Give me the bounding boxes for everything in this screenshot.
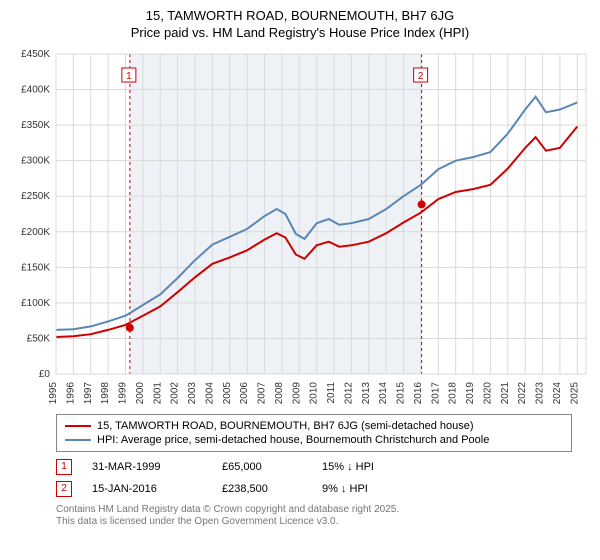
svg-text:1995: 1995 — [48, 381, 59, 404]
svg-text:2002: 2002 — [170, 381, 181, 404]
sale-date: 15-JAN-2016 — [92, 483, 202, 495]
sale-marker: 2 — [56, 481, 72, 497]
svg-text:2024: 2024 — [552, 381, 563, 404]
license-line: This data is licensed under the Open Gov… — [56, 516, 572, 529]
sale-row: 2 15-JAN-2016 £238,500 9% ↓ HPI — [56, 478, 572, 500]
sales-list: 1 31-MAR-1999 £65,000 15% ↓ HPI 2 15-JAN-2016… — [56, 456, 572, 500]
svg-text:2003: 2003 — [187, 381, 198, 404]
sale-price: £65,000 — [222, 461, 302, 473]
sale-row: 1 31-MAR-1999 £65,000 15% ↓ HPI — [56, 456, 572, 478]
svg-text:2005: 2005 — [222, 381, 233, 404]
svg-text:£450K: £450K — [21, 49, 50, 60]
svg-text:2001: 2001 — [152, 381, 163, 404]
svg-text:1997: 1997 — [83, 381, 94, 404]
sale-diff: 15% ↓ HPI — [322, 461, 412, 473]
svg-text:2016: 2016 — [413, 381, 424, 404]
svg-text:£50K: £50K — [27, 333, 51, 344]
chart-svg: £0 £50K £100K £150K £200K £250K £300K £350K £400… — [0, 48, 600, 408]
legend-label: 15, TAMWORTH ROAD, BOURNEMOUTH, BH7 6JG … — [97, 420, 474, 432]
svg-text:£100K: £100K — [21, 298, 50, 309]
svg-text:1999: 1999 — [118, 381, 129, 404]
svg-text:2007: 2007 — [257, 381, 268, 404]
svg-text:£300K: £300K — [21, 155, 50, 166]
legend-swatch — [65, 425, 91, 427]
svg-text:2020: 2020 — [482, 381, 493, 404]
svg-text:1: 1 — [126, 71, 132, 82]
svg-text:£350K: £350K — [21, 120, 50, 131]
license-text: Contains HM Land Registry data © Crown c… — [56, 504, 572, 529]
svg-text:2012: 2012 — [343, 381, 354, 404]
legend-item: HPI: Average price, semi-detached house,… — [65, 433, 563, 447]
svg-text:1998: 1998 — [100, 381, 111, 404]
svg-text:2010: 2010 — [309, 381, 320, 404]
svg-text:2018: 2018 — [448, 381, 459, 404]
title-sub: Price paid vs. HM Land Registry's House … — [0, 25, 600, 42]
legend: 15, TAMWORTH ROAD, BOURNEMOUTH, BH7 6JG … — [56, 414, 572, 452]
svg-text:£250K: £250K — [21, 191, 50, 202]
svg-text:£200K: £200K — [21, 227, 50, 238]
svg-text:2009: 2009 — [291, 381, 302, 404]
sale-date: 31-MAR-1999 — [92, 461, 202, 473]
svg-text:2011: 2011 — [326, 381, 337, 403]
legend-item: 15, TAMWORTH ROAD, BOURNEMOUTH, BH7 6JG … — [65, 419, 563, 433]
svg-text:2015: 2015 — [396, 381, 407, 404]
license-line: Contains HM Land Registry data © Crown c… — [56, 504, 572, 517]
svg-text:2008: 2008 — [274, 381, 285, 404]
svg-text:2025: 2025 — [569, 381, 580, 404]
sale-marker: 1 — [56, 459, 72, 475]
svg-text:£0: £0 — [39, 369, 51, 380]
svg-text:1996: 1996 — [65, 381, 76, 404]
svg-text:2013: 2013 — [361, 381, 372, 404]
svg-text:2004: 2004 — [204, 381, 215, 404]
svg-text:2014: 2014 — [378, 381, 389, 404]
title-address: 15, TAMWORTH ROAD, BOURNEMOUTH, BH7 6JG — [0, 8, 600, 25]
sale-price: £238,500 — [222, 483, 302, 495]
svg-text:£400K: £400K — [21, 84, 50, 95]
chart-title: 15, TAMWORTH ROAD, BOURNEMOUTH, BH7 6JG … — [0, 0, 600, 42]
svg-text:2017: 2017 — [430, 381, 441, 404]
legend-label: HPI: Average price, semi-detached house,… — [97, 434, 489, 446]
svg-text:2022: 2022 — [517, 381, 528, 404]
svg-text:2023: 2023 — [535, 381, 546, 404]
svg-text:£150K: £150K — [21, 262, 50, 273]
svg-text:2019: 2019 — [465, 381, 476, 404]
legend-swatch — [65, 439, 91, 441]
svg-text:2021: 2021 — [500, 381, 511, 404]
price-chart: £0 £50K £100K £150K £200K £250K £300K £350K £400… — [0, 48, 600, 408]
svg-text:2006: 2006 — [239, 381, 250, 404]
svg-text:2000: 2000 — [135, 381, 146, 404]
sale-diff: 9% ↓ HPI — [322, 483, 412, 495]
svg-text:2: 2 — [418, 71, 424, 82]
